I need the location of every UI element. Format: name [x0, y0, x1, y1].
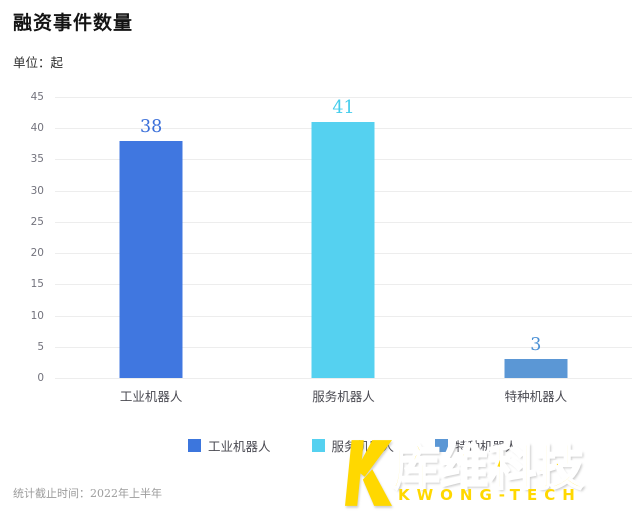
legend-swatch [311, 439, 325, 452]
kwong-k-icon [345, 440, 392, 506]
bar [311, 121, 375, 378]
y-axis-tick-label: 10 [30, 309, 44, 322]
y-axis-tick-label: 25 [30, 215, 44, 228]
x-axis-category-label: 工业机器人 [119, 389, 183, 404]
y-axis-tick-label: 40 [30, 122, 44, 135]
legend-label: 工业机器人 [208, 439, 271, 454]
gridline [55, 378, 632, 379]
legend-item: 特种机器人 [435, 436, 518, 455]
bar [504, 359, 568, 378]
bar-value-label: 38 [140, 116, 163, 137]
x-axis-category-label: 服务机器人 [312, 389, 375, 404]
y-axis-tick-label: 5 [37, 340, 44, 353]
legend-swatch [435, 439, 449, 452]
brand-name-cn: 库维科技 [391, 439, 585, 497]
y-axis-tick-label: 35 [30, 153, 44, 166]
bar [119, 140, 183, 378]
legend-label: 特种机器人 [455, 439, 518, 454]
y-axis-tick-label: 0 [37, 372, 44, 384]
plot-area: 38 41 3 [55, 97, 632, 379]
chart-title: 融资事件数量 [13, 12, 134, 34]
y-axis-tick-label: 45 [30, 91, 44, 103]
bar-value-label: 3 [530, 335, 542, 356]
bar-slot: 3 [440, 97, 632, 378]
legend-item: 工业机器人 [188, 436, 271, 455]
y-axis-tick-label: 20 [30, 247, 44, 260]
legend-swatch [188, 439, 201, 452]
bar-slot: 41 [247, 97, 439, 378]
brand-watermark: 库维科技 KWONG-TECH [340, 424, 640, 512]
y-axis-tick-label: 30 [30, 184, 44, 197]
bar-slot: 38 [55, 97, 247, 378]
unit-label: 单位：起 [13, 55, 64, 70]
x-axis-category-label: 特种机器人 [504, 389, 568, 404]
x-axis: 工业机器人 服务机器人 特种机器人 [55, 386, 632, 404]
gridline [55, 97, 632, 98]
brand-name-en: KWONG-TECH [398, 486, 582, 504]
footnote: 统计截止时间：2022年上半年 [13, 487, 162, 500]
y-axis-tick-label: 15 [30, 278, 44, 291]
bar-value-label: 41 [332, 97, 355, 118]
y-axis: 45 40 35 30 25 20 15 10 5 0 [0, 91, 44, 384]
